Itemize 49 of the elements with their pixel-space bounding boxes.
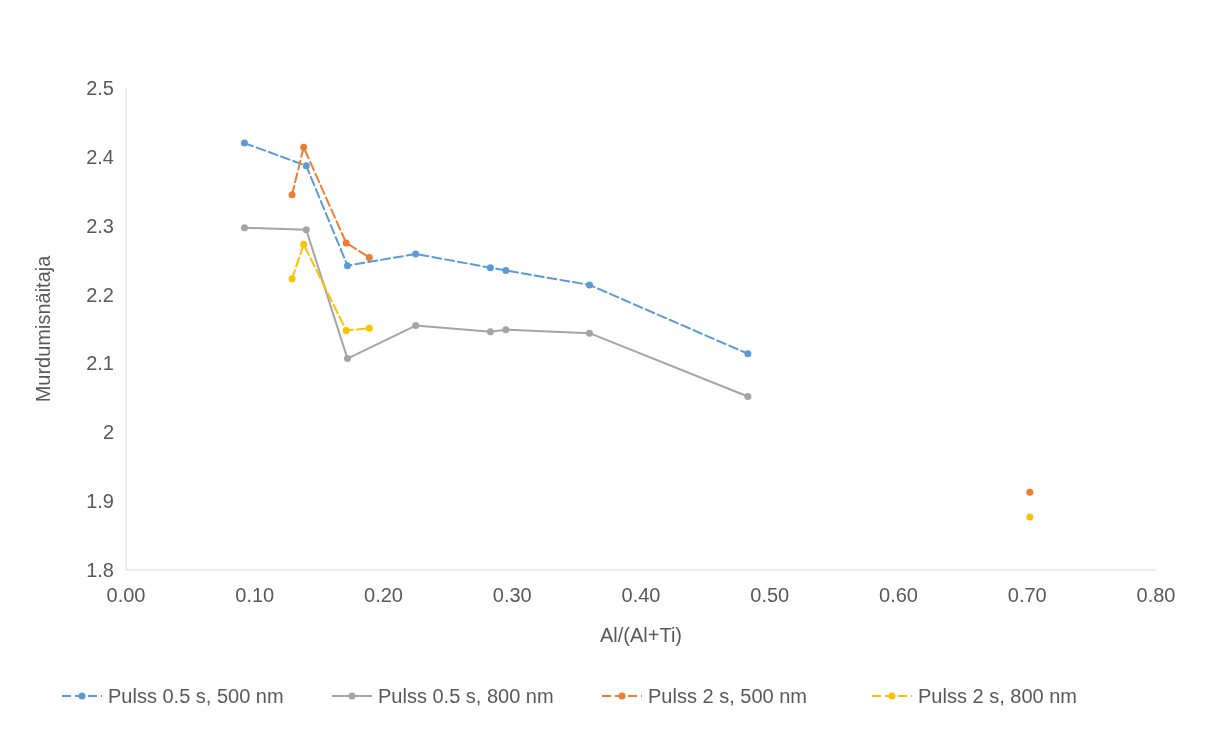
point — [502, 326, 510, 334]
x-tick-label: 0.40 — [621, 584, 661, 606]
y-tick-label: 2.4 — [86, 145, 114, 168]
point — [365, 253, 373, 261]
y-tick-label: 2.5 — [86, 77, 114, 99]
point — [240, 224, 248, 232]
point — [502, 266, 510, 274]
point — [343, 355, 351, 363]
y-tick-label: 1.8 — [86, 559, 114, 581]
point — [412, 322, 420, 330]
point — [300, 143, 308, 151]
y-tick-label: 1.9 — [86, 490, 114, 513]
point — [240, 139, 248, 147]
point — [365, 324, 373, 332]
y-tick-label: 2.3 — [86, 214, 114, 237]
y-axis-title: Murdumisnäitaja — [32, 254, 54, 403]
x-tick-label: 0.80 — [1136, 584, 1176, 606]
legend-label: Pulss 2 s, 500 nm — [648, 685, 807, 707]
x-tick-label: 0.70 — [1007, 584, 1047, 606]
point — [302, 162, 310, 170]
x-tick-label: 0.30 — [492, 584, 532, 606]
point — [486, 328, 494, 336]
point — [302, 226, 310, 234]
point — [342, 326, 350, 334]
point — [1026, 488, 1034, 496]
point — [586, 329, 593, 337]
point — [486, 264, 494, 272]
point — [288, 191, 296, 199]
x-axis-title: Al/(Al+Ti) — [599, 624, 683, 646]
point — [1026, 513, 1034, 521]
point — [744, 392, 752, 400]
x-tick-label: 0.50 — [750, 584, 790, 606]
y-tick-label: 2.2 — [86, 283, 114, 306]
point — [343, 262, 351, 270]
x-tick-label: 0.00 — [106, 584, 146, 606]
point — [586, 281, 593, 289]
point — [744, 350, 752, 358]
point — [288, 275, 296, 283]
point — [300, 240, 308, 248]
y-tick-label: 2 — [102, 421, 114, 444]
x-tick-label: 0.20 — [364, 584, 403, 606]
x-tick-label: 0.60 — [879, 584, 918, 606]
legend-label: Pulss 0.5 s, 800 nm — [378, 685, 554, 707]
y-tick-label: 2.1 — [86, 352, 114, 375]
x-tick-label: 0.10 — [235, 584, 275, 606]
legend-label: Pulss 0.5 s, 500 nm — [108, 685, 284, 707]
legend-label: Pulss 2 s, 800 nm — [918, 685, 1077, 707]
point — [342, 239, 350, 247]
point — [412, 250, 420, 258]
